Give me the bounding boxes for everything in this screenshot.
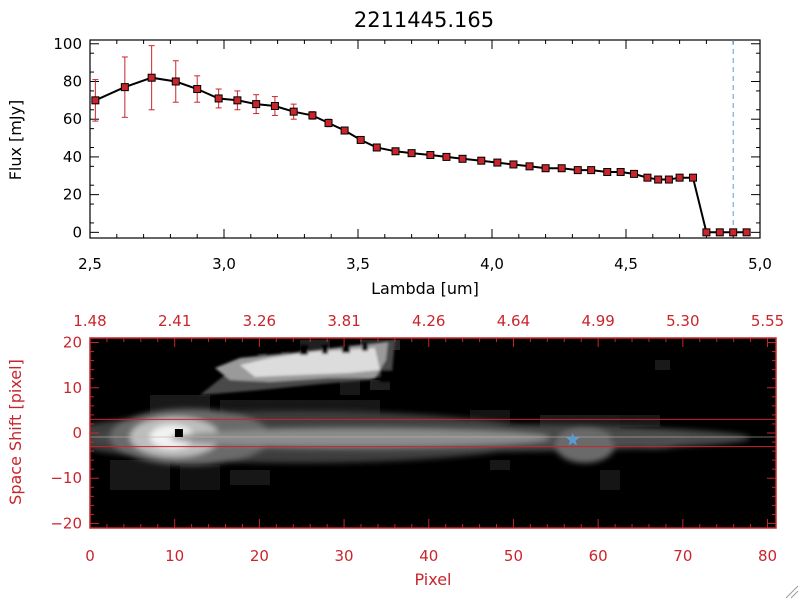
data-point	[509, 160, 518, 169]
top-axis-tick-label: 2.41	[158, 312, 191, 330]
data-point	[616, 168, 625, 176]
data-point	[91, 96, 100, 105]
top-axis-tick-label: 3.26	[243, 312, 276, 330]
image-y-tick-label: 20	[63, 334, 82, 352]
image-x-tick-label: 80	[758, 547, 777, 565]
image-y-ticks: −20 −10 0 10 20	[50, 334, 776, 532]
data-point	[715, 228, 724, 237]
spectrum-image	[90, 338, 776, 528]
y-tick-label: 40	[63, 148, 82, 166]
image-panel: 0 10 20 30 40 50 60 70 80 −20 −10 0 10 20 1.48 2.41 3.…	[6, 312, 784, 589]
x-tick-label: 5,0	[748, 255, 772, 273]
data-point	[675, 173, 684, 182]
data-point	[442, 152, 451, 161]
image-y-tick-label: 10	[63, 379, 82, 397]
data-point	[171, 77, 180, 86]
image-top-axis-ticks: 1.48 2.41 3.26 3.81 4.26 4.64 4.99 5.30 5.55	[73, 312, 784, 347]
image-y-tick-label: −10	[50, 469, 82, 487]
x-tick-label: 2,5	[78, 255, 102, 273]
image-x-axis-label: Pixel	[414, 570, 451, 589]
data-point	[407, 149, 416, 158]
y-axis-label: Flux [mJy]	[6, 100, 25, 181]
top-axis-tick-label: 5.55	[751, 312, 784, 330]
data-point	[391, 147, 400, 156]
data-point	[356, 135, 365, 144]
y-tick-label: 100	[53, 35, 82, 53]
data-point	[742, 228, 751, 237]
data-point	[630, 169, 639, 178]
data-point	[120, 83, 129, 92]
x-tick-label: 4,5	[614, 255, 638, 273]
image-y-tick-label: −20	[50, 514, 82, 532]
x-tick-label: 3,5	[346, 255, 370, 273]
image-x-tick-label: 10	[165, 547, 184, 565]
top-axis-tick-label: 4.26	[412, 312, 445, 330]
data-point	[308, 111, 317, 120]
data-point	[587, 166, 596, 175]
data-point	[557, 164, 566, 173]
data-point	[252, 100, 261, 109]
image-x-tick-label: 30	[335, 547, 354, 565]
star-icon	[566, 432, 580, 446]
data-point	[689, 173, 697, 182]
top-axis-tick-label: 4.64	[497, 312, 530, 330]
data-point	[654, 175, 663, 184]
data-point	[729, 228, 738, 237]
data-point	[603, 168, 612, 176]
data-point	[664, 175, 673, 184]
data-point	[233, 96, 242, 105]
y-tick-label: 60	[63, 110, 82, 128]
chart-title: 2211445.165	[354, 8, 494, 32]
image-x-tick-label: 70	[673, 547, 692, 565]
data-point	[214, 94, 223, 103]
y-tick-label: 80	[63, 72, 82, 90]
top-axis-tick-label: 4.99	[581, 312, 614, 330]
top-axis-tick-label: 3.81	[327, 312, 360, 330]
resize-grip-icon	[785, 585, 799, 599]
data-point	[372, 143, 381, 152]
image-y-axis-label: Space Shift [pixel]	[6, 359, 25, 505]
data-point	[643, 173, 652, 182]
image-x-tick-label: 60	[589, 547, 608, 565]
source-marker	[174, 429, 183, 437]
data-point	[289, 107, 298, 116]
data-point	[147, 73, 156, 82]
data-point	[525, 162, 534, 171]
y-tick-label: 20	[63, 186, 82, 204]
image-x-tick-label: 20	[250, 547, 269, 565]
data-point	[573, 166, 582, 175]
x-axis-label: Lambda [um]	[371, 279, 479, 298]
image-y-tick-label: 0	[72, 424, 82, 442]
spectrum-axes-frame	[89, 39, 761, 239]
data-point	[193, 85, 202, 94]
spectrum-panel: 2211445.165 2,5 3,0 3,5 4,0 4,5 5,0 0 20 40 60 80…	[6, 8, 772, 298]
data-points	[91, 73, 751, 237]
spectrum-x-ticks: 2,5 3,0 3,5 4,0 4,5 5,0	[78, 40, 772, 273]
top-axis-tick-label: 1.48	[73, 312, 106, 330]
data-point	[458, 154, 467, 163]
data-point	[340, 126, 349, 135]
top-axis-tick-label: 5.30	[666, 312, 699, 330]
data-point	[493, 158, 502, 167]
x-tick-label: 4,0	[480, 255, 504, 273]
spectrum-line	[94, 76, 747, 234]
spectrum-y-ticks: 0 20 40 60 80 100	[53, 35, 760, 241]
data-point	[477, 156, 486, 165]
data-point	[426, 151, 435, 160]
x-tick-label: 3,0	[212, 255, 236, 273]
image-x-ticks: 0 10 20 30 40 50 60 70 80	[85, 519, 777, 565]
data-point	[324, 118, 333, 127]
y-tick-label: 0	[72, 223, 82, 241]
image-x-tick-label: 40	[419, 547, 438, 565]
image-x-tick-label: 50	[504, 547, 523, 565]
error-bars	[92, 45, 696, 182]
data-point	[541, 164, 550, 173]
image-x-tick-label: 0	[85, 547, 95, 565]
data-point	[702, 228, 711, 237]
data-point	[270, 102, 279, 110]
